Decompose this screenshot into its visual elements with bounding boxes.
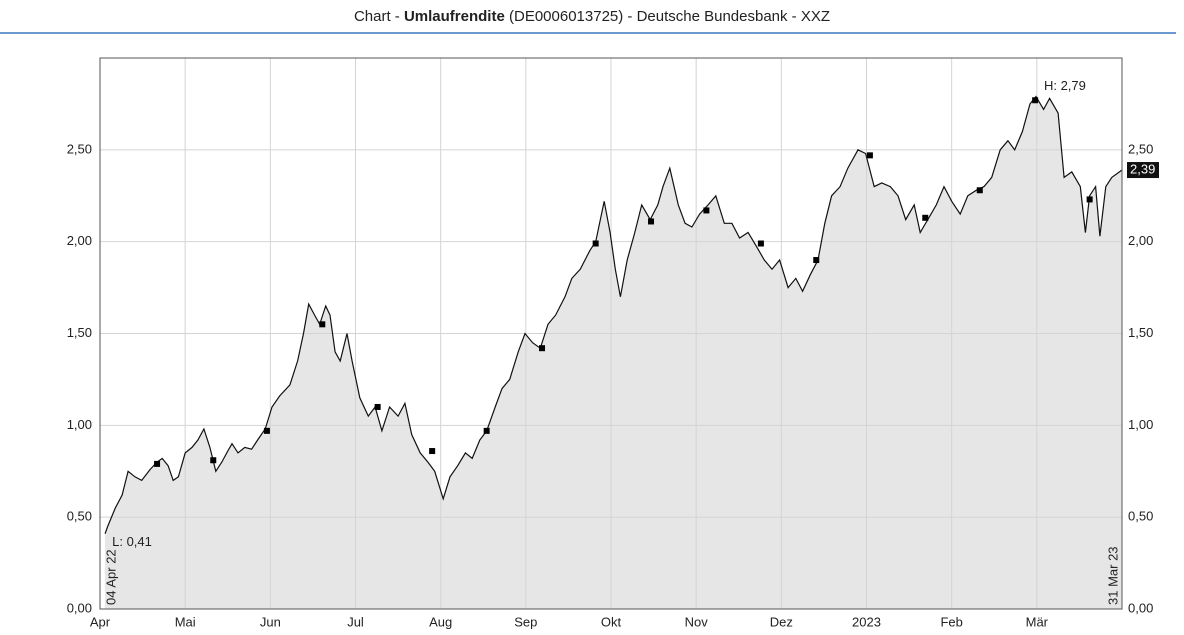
- x-tick-label: Mär: [1026, 614, 1049, 629]
- y-tick-label: 1,50: [67, 325, 92, 340]
- y-tick-label: 0,50: [67, 509, 92, 524]
- marker: [483, 427, 490, 434]
- chart-title: Chart - Umlaufrendite (DE0006013725) - D…: [354, 8, 830, 25]
- marker: [976, 187, 983, 194]
- x-tick-label: Aug: [429, 614, 452, 629]
- y2-tick-label: 0,50: [1128, 509, 1153, 524]
- marker: [263, 427, 270, 434]
- x-tick-label: Dez: [770, 614, 793, 629]
- marker: [648, 218, 655, 225]
- title-suffix: (DE0006013725) - Deutsche Bundesbank - X…: [505, 8, 830, 25]
- marker: [1032, 97, 1039, 104]
- y-tick-label: 0,00: [67, 600, 92, 615]
- y2-tick-label: 1,50: [1128, 325, 1153, 340]
- x-tick-label: Nov: [685, 614, 709, 629]
- marker: [210, 457, 217, 464]
- y-tick-label: 1,00: [67, 417, 92, 432]
- low-label: L: 0,41: [112, 534, 152, 549]
- last-value-box: [1127, 162, 1159, 179]
- y-tick-label: 2,50: [67, 141, 92, 156]
- start-date: 04 Apr 22: [103, 549, 118, 605]
- x-tick-label: Okt: [601, 614, 622, 629]
- y-tick-label: 2,00: [67, 233, 92, 248]
- marker: [374, 403, 381, 410]
- marker: [154, 460, 161, 467]
- x-tick-label: Jul: [347, 614, 364, 629]
- plot: 0,00 0,00 0,50 0,50 1,00 1,00 1,50 1,50 2,00 2,00…: [67, 57, 1159, 629]
- area: [105, 96, 1123, 610]
- y2-tick-label: 1,00: [1128, 417, 1153, 432]
- y2-tick-label: 0,00: [1128, 600, 1153, 615]
- title-bold: Umlaufrendite: [404, 8, 505, 25]
- last-value-label: 2,39: [1130, 161, 1155, 176]
- y2-tick-label: 2,00: [1128, 233, 1153, 248]
- marker: [866, 152, 873, 159]
- marker: [1086, 196, 1093, 203]
- end-date: 31 Mar 23: [1105, 546, 1120, 605]
- marker: [813, 257, 820, 264]
- marker: [429, 448, 436, 455]
- marker: [539, 345, 546, 352]
- x-tick-label: Sep: [514, 614, 537, 629]
- marker: [703, 207, 710, 214]
- marker: [922, 214, 929, 221]
- marker: [757, 240, 764, 247]
- plot-border: [99, 57, 1123, 610]
- x-tick-label: Jun: [260, 614, 281, 629]
- x-tick-label: Apr: [90, 614, 111, 629]
- title-prefix: Chart -: [354, 8, 404, 25]
- y2-tick-label: 2,50: [1128, 141, 1153, 156]
- x-tick-label: 2023: [852, 614, 881, 629]
- high-label: H: 2,79: [1044, 78, 1086, 93]
- x-tick-label: Feb: [940, 614, 962, 629]
- marker: [592, 240, 599, 247]
- x-tick-label: Mai: [175, 614, 196, 629]
- marker: [319, 321, 326, 328]
